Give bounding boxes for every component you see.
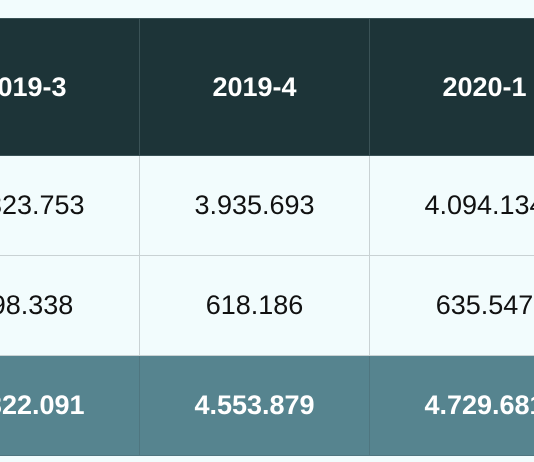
table-cell: 598.338 xyxy=(0,255,140,356)
header-cell-2019-3: 2019-3 xyxy=(0,18,140,156)
table-cell: 3.935.693 xyxy=(139,155,370,256)
total-cell: 4.729.681 xyxy=(369,355,534,456)
table-row: 3.323.753 3.935.693 4.094.134 xyxy=(0,155,534,256)
total-cell: 4.553.879 xyxy=(139,355,370,456)
table-cell: 635.547 xyxy=(369,255,534,356)
table-cell: 3.323.753 xyxy=(0,155,140,256)
table-header-row: 2019-3 2019-4 2020-1 xyxy=(0,18,534,156)
table-row: 598.338 618.186 635.547 xyxy=(0,255,534,356)
total-cell: 4.322.091 xyxy=(0,355,140,456)
data-table: 2019-3 2019-4 2020-1 3.323.753 3.935.693… xyxy=(0,18,534,456)
table-total-row: 4.322.091 4.553.879 4.729.681 xyxy=(0,355,534,456)
header-cell-2020-1: 2020-1 xyxy=(369,18,534,156)
table-cell: 618.186 xyxy=(139,255,370,356)
header-cell-2019-4: 2019-4 xyxy=(139,18,370,156)
table-cell: 4.094.134 xyxy=(369,155,534,256)
